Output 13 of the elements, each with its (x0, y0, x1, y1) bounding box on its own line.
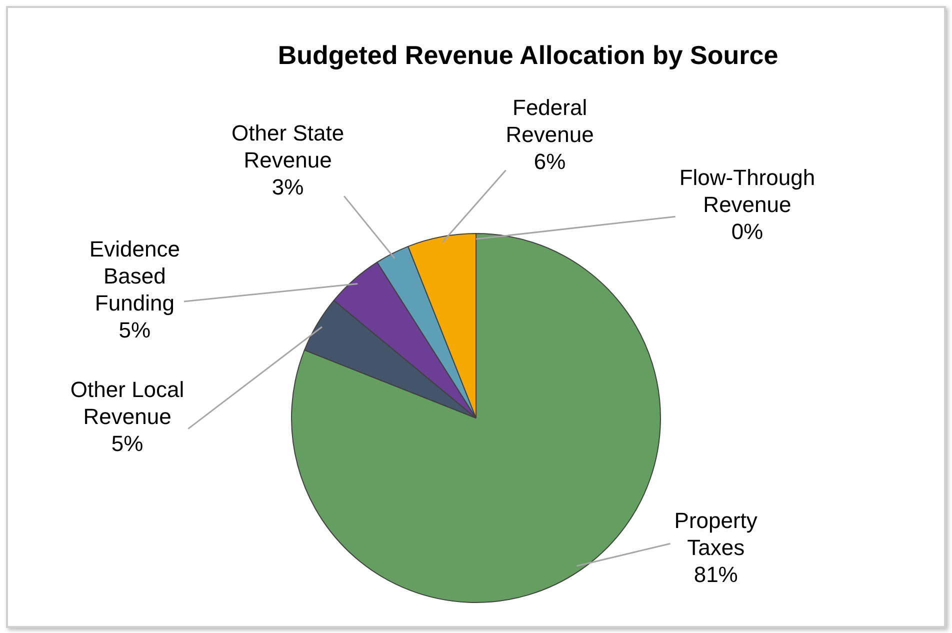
text: 0% (731, 218, 764, 244)
data-label: 81% (694, 562, 738, 588)
category-label: Flow-Through Revenue (679, 164, 816, 217)
data-label: 5% (111, 431, 144, 456)
data-label: 6% (534, 148, 566, 174)
slice-label: Property Taxes (674, 508, 758, 560)
data-label: 5% (118, 317, 151, 342)
slice-label: Evidence Based Funding (89, 236, 180, 316)
slice-label: Federal Revenue (506, 94, 594, 147)
slice-label: Other Local Revenue (70, 377, 184, 430)
chart-title: Budgeted Revenue Allocation by Source (276, 40, 780, 71)
slice-label: Other State Revenue (232, 120, 344, 173)
data-label: 3% (272, 174, 304, 200)
